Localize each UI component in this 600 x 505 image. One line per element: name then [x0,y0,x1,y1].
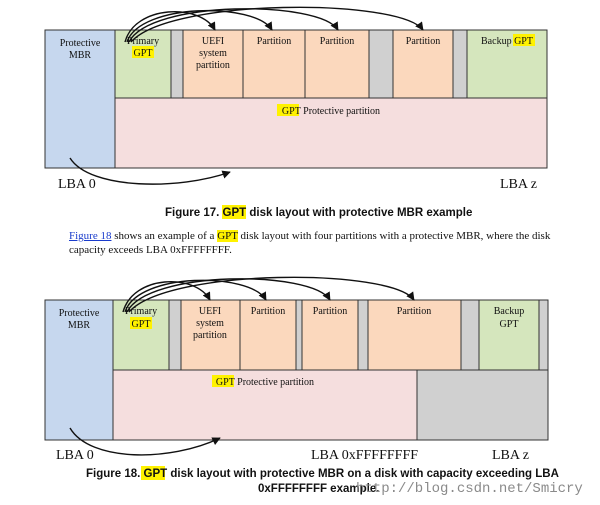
mbr-arrow [69,427,221,456]
gpt-highlight [132,46,154,58]
protective-mbr-label-2: MBR [69,50,92,61]
gpt-highlight [513,34,535,46]
partition-block-1 [239,299,297,371]
backup-gpt-block [478,299,540,371]
uefi-label-1: UEFI [199,306,221,317]
protective-mbr-block [44,299,114,441]
primary-gpt-label-2: GPT [132,319,151,330]
gpt-protective-partition-block [114,97,548,169]
paragraph-text-2: disk layout with four partitions with a … [69,230,551,256]
mbr-arrow [69,157,231,185]
gpt-protective-partition-block [112,369,418,441]
primary-gpt-block [112,299,170,371]
gpt-entry-arrows [122,276,415,313]
uefi-label-3: partition [196,60,230,71]
figure-17-caption: Figure 17. GPT disk layout with protecti… [165,207,472,219]
partition-block-2 [301,299,359,371]
figure-18-caption-line-2: 0xFFFFFFFF example. [258,483,379,495]
beyond-lba-region [416,369,549,441]
protective-partition-label: GPT Protective partition [282,106,380,117]
partition-label-1: Partition [251,306,285,317]
partition-label-2: Partition [313,306,347,317]
gpt-highlight [222,205,246,219]
gpt-highlight [212,375,234,387]
lba-z-label: LBA z [500,177,537,192]
partition-label-3: Partition [397,306,431,317]
watermark: http://blog.csdn.net/Smicry [356,481,583,497]
body-paragraph: Figure 18 shows an example of a GPT disk… [69,229,569,257]
primary-gpt-label-2: GPT [134,48,153,59]
figure-18-link[interactable]: Figure 18 [69,230,112,242]
uefi-label-2: system [196,318,224,329]
paragraph-text-1: shows an example of a [111,230,218,242]
uefi-label-3: partition [193,330,227,341]
uefi-label-2: system [199,48,227,59]
protective-mbr-block [44,29,116,169]
lba-z-label: LBA z [492,448,529,463]
gpt-highlight [130,317,152,329]
backup-gpt-label-1: Backup [494,306,525,317]
protective-mbr-label-1: Protective [60,38,101,49]
figure-18-caption-line-1: Figure 18. GPT disk layout with protecti… [86,468,559,480]
gpt-highlight [277,104,299,116]
paragraph-gpt-highlight: GPT [217,230,238,242]
gpt-highlight [141,466,165,480]
partition-label-3: Partition [406,36,440,47]
protective-partition-label: GPT Protective partition [216,377,314,388]
primary-gpt-label-1: Primary [127,36,159,47]
uefi-label-1: UEFI [202,36,224,47]
figure-17-diagram: Protective MBR Primary GPT UEFI system p… [44,6,548,192]
protective-mbr-label-2: MBR [68,320,91,331]
lba-0-label: LBA 0 [56,448,94,463]
partition-block-3 [392,29,454,99]
partition-block-1 [242,29,306,99]
lba-0-label: LBA 0 [58,177,96,192]
partition-label-2: Partition [320,36,354,47]
backup-gpt-label-2: GPT [500,319,519,330]
primary-gpt-label-1: Primary [125,306,157,317]
figure-18-diagram: Protective MBR Primary GPT UEFI system p… [44,276,549,463]
backup-gpt-label: Backup GPT [481,36,533,47]
lba-ffffffff-label: LBA 0xFFFFFFFF [311,448,418,463]
protective-mbr-label-1: Protective [59,308,100,319]
partition-block-3 [367,299,462,371]
partition-label-1: Partition [257,36,291,47]
gpt-entry-arrows [124,6,424,43]
